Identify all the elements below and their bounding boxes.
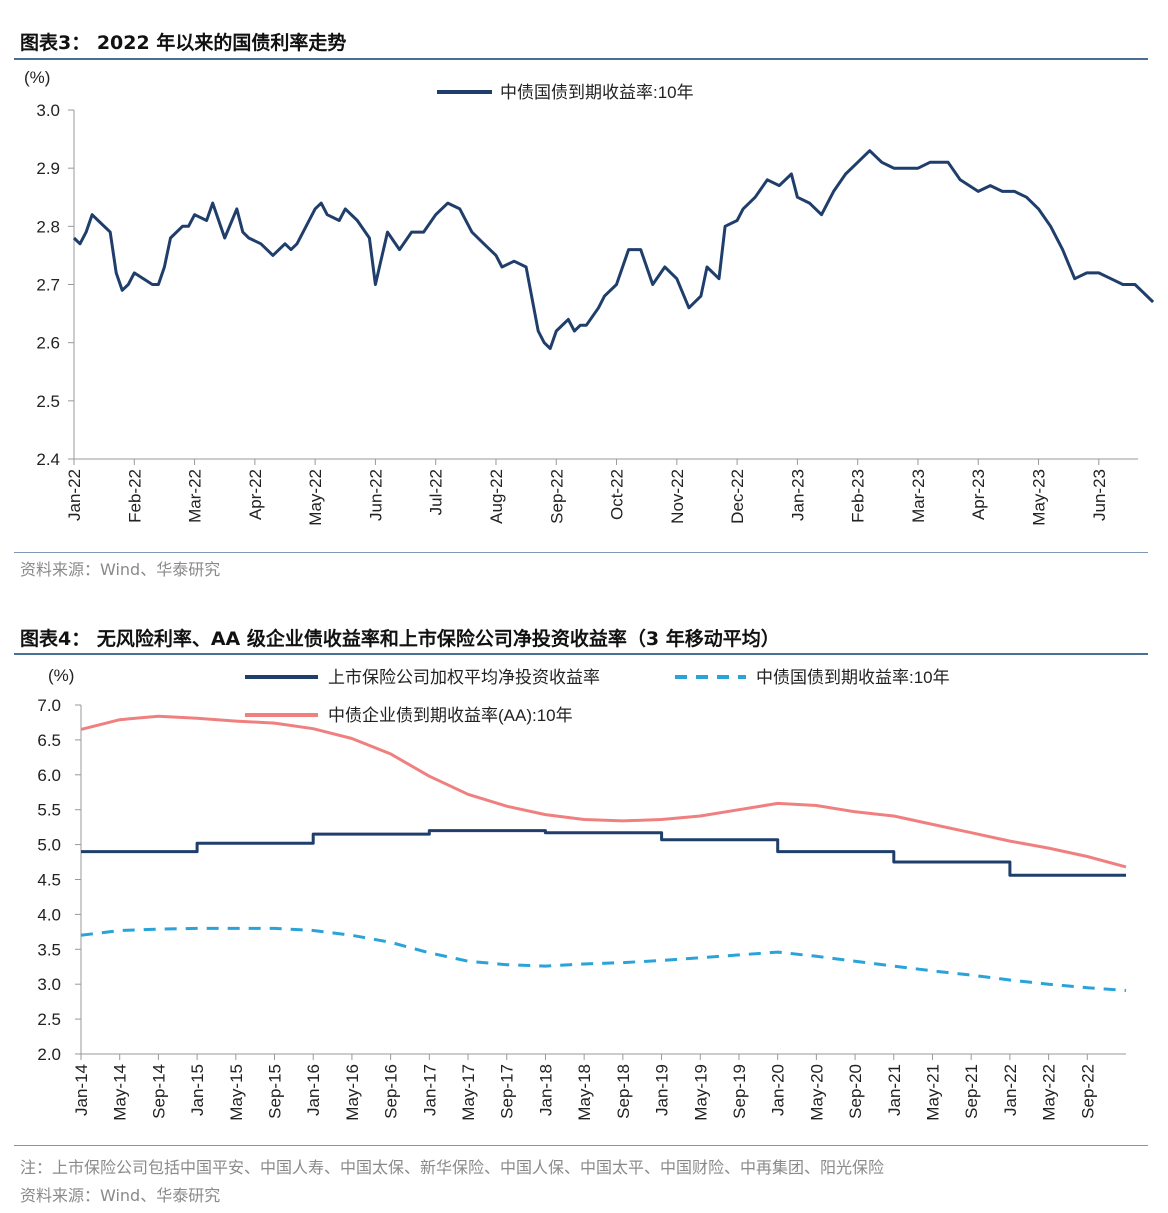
series-line-cgb-10y [80, 926, 1127, 992]
x-tick-label: Oct-22 [608, 469, 627, 520]
x-tick-label: May-20 [807, 1064, 826, 1121]
figure4-source: 资料来源：Wind、华泰研究 [20, 1186, 221, 1205]
x-tick-label: Jan-21 [885, 1064, 904, 1116]
x-tick-label: Sep-19 [730, 1064, 749, 1119]
y-tick-label: 6.5 [37, 731, 61, 750]
x-tick-label: May-22 [306, 469, 325, 526]
x-tick-label: Sep-22 [547, 469, 566, 524]
y-tick-label: 2.5 [37, 1010, 61, 1029]
x-tick-label: May-16 [343, 1064, 362, 1121]
y-tick-label: 2.4 [36, 450, 60, 469]
x-tick-label: May-17 [459, 1064, 478, 1121]
x-tick-label: Feb-22 [125, 469, 144, 523]
x-tick-label: Jan-14 [72, 1064, 91, 1116]
x-tick-label: Jan-17 [420, 1064, 439, 1116]
x-tick-label: Jan-23 [788, 469, 807, 521]
series-line-cgb-10y [72, 149, 1155, 350]
y-tick-label: 3.0 [36, 101, 60, 120]
x-tick-label: Jan-19 [653, 1064, 672, 1116]
y-tick-label: 5.5 [37, 801, 61, 820]
legend-label: 上市保险公司加权平均净投资收益率 [328, 668, 600, 687]
x-tick-label: Jan-18 [536, 1064, 555, 1116]
figure4-bottom-rule [14, 1145, 1148, 1146]
y-tick-label: 2.5 [36, 392, 60, 411]
y-tick-label: 2.8 [36, 217, 60, 236]
y-tick-label: 5.0 [37, 836, 61, 855]
figure4-title-rule [14, 653, 1148, 655]
x-tick-label: Sep-15 [266, 1064, 285, 1119]
x-tick-label: Jan-20 [769, 1064, 788, 1116]
x-tick-label: Aug-22 [487, 469, 506, 524]
x-tick-label: Sep-21 [962, 1064, 981, 1119]
y-tick-label: 2.6 [36, 334, 60, 353]
x-tick-label: Sep-14 [149, 1064, 168, 1119]
legend-label: 中债国债到期收益率:10年 [500, 83, 694, 102]
y-unit-label: (%) [24, 68, 50, 87]
x-tick-label: Jun-23 [1090, 469, 1109, 521]
x-tick-label: Sep-22 [1078, 1064, 1097, 1119]
x-tick-label: May-21 [923, 1064, 942, 1121]
series-line-aa-corporate-10y [80, 714, 1127, 869]
y-tick-label: 3.5 [37, 940, 61, 959]
x-tick-label: Apr-22 [246, 469, 265, 520]
x-tick-label: Feb-23 [849, 469, 868, 523]
figure3-bottom-rule [14, 552, 1148, 553]
x-tick-label: Jan-22 [65, 469, 84, 521]
y-tick-label: 2.0 [37, 1045, 61, 1064]
y-tick-label: 3.0 [37, 975, 61, 994]
figure4-title: 图表4： 无风险利率、AA 级企业债收益率和上市保险公司净投资收益率（3 年移动… [20, 628, 780, 650]
x-tick-label: Sep-17 [498, 1064, 517, 1119]
figure4-note: 注：上市保险公司包括中国平安、中国人寿、中国太保、新华保险、中国人保、中国太平、… [20, 1158, 885, 1177]
y-tick-label: 2.9 [36, 159, 60, 178]
x-tick-label: Jan-15 [188, 1064, 207, 1116]
y-unit-label: (%) [48, 666, 74, 685]
x-tick-label: Sep-20 [846, 1064, 865, 1119]
x-tick-label: May-22 [1040, 1064, 1059, 1121]
x-tick-label: Sep-16 [382, 1064, 401, 1119]
y-tick-label: 4.0 [37, 905, 61, 924]
figure3-title: 图表3： 2022 年以来的国债利率走势 [20, 32, 347, 54]
x-tick-label: Dec-22 [728, 469, 747, 524]
series-line-insurer-net-investment-yield [81, 829, 1126, 877]
y-tick-label: 2.7 [36, 276, 60, 295]
figure3-source: 资料来源：Wind、华泰研究 [20, 560, 221, 579]
x-tick-label: Jan-16 [304, 1064, 323, 1116]
x-tick-label: Mar-23 [909, 469, 928, 523]
x-tick-label: May-14 [111, 1064, 130, 1121]
x-tick-label: May-19 [691, 1064, 710, 1121]
legend-label: 中债国债到期收益率:10年 [756, 668, 950, 687]
x-tick-label: Mar-22 [186, 469, 205, 523]
x-tick-label: Jun-22 [366, 469, 385, 521]
x-tick-label: May-23 [1030, 469, 1049, 526]
x-tick-label: Apr-23 [969, 469, 988, 520]
y-tick-label: 6.0 [37, 766, 61, 785]
x-tick-label: May-18 [575, 1064, 594, 1121]
x-tick-label: May-15 [227, 1064, 246, 1121]
x-tick-label: Jan-22 [1001, 1064, 1020, 1116]
y-tick-label: 7.0 [37, 696, 61, 715]
x-tick-label: Nov-22 [668, 469, 687, 524]
chart-treasury-yield-2022: (%) 3.0 2.9 2.8 2.7 2.6 2.5 2.4 Jan-22 Feb-22 Mar-… [24, 68, 1155, 526]
figure3-title-rule [14, 58, 1148, 60]
chart-yield-comparison-3y-ma: (%) 7.0 6.5 6.0 5.5 5.0 4.5 4.0 3.5 3.0 2.5 2.0 Jan-… [37, 666, 1127, 1121]
x-tick-label: Sep-18 [614, 1064, 633, 1119]
legend-label: 中债企业债到期收益率(AA):10年 [328, 706, 573, 725]
x-tick-label: Jul-22 [427, 469, 446, 515]
y-tick-label: 4.5 [37, 871, 61, 890]
